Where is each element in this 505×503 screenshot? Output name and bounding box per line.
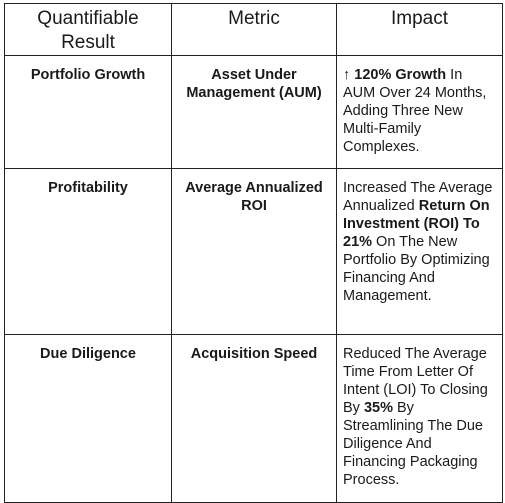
result-cell: Profitability [4, 168, 172, 335]
impact-text: On The New Portfolio By Optimizing Finan… [343, 234, 490, 304]
impact-highlight: Return On Investment (ROI) To 21% [343, 198, 490, 250]
impact-text: By Streamlining The Due Diligence And Fi… [343, 400, 483, 488]
impact-text: In AUM Over 24 Months, Adding Three New … [343, 67, 487, 155]
metric-cell: Acquisition Speed [171, 334, 337, 503]
result-cell: Portfolio Growth [4, 55, 172, 169]
impact-text: Reduced The Average Time From Letter Of … [343, 346, 488, 416]
result-cell: Due Diligence [4, 334, 172, 503]
header-quantifiable-result: Quantifiable Result [4, 3, 172, 56]
table-row: Portfolio Growth Asset Under Management … [4, 55, 503, 169]
impact-highlight: ↑ 120% Growth [343, 67, 447, 83]
impact-cell: ↑ 120% Growth In AUM Over 24 Months, Add… [336, 55, 503, 169]
header-impact: Impact [336, 3, 503, 56]
table-row: Due Diligence Acquisition Speed Reduced … [4, 334, 503, 503]
header-metric: Metric [171, 3, 337, 56]
impact-cell: Increased The Average Annualized Return … [336, 168, 503, 335]
results-table: Quantifiable Result Metric Impact Portfo… [4, 3, 503, 503]
impact-cell: Reduced The Average Time From Letter Of … [336, 334, 503, 503]
table-row: Profitability Average Annualized ROI Inc… [4, 168, 503, 335]
header-row: Quantifiable Result Metric Impact [4, 3, 503, 56]
impact-highlight: 35% [363, 400, 393, 416]
impact-text: Increased The Average Annualized [343, 180, 493, 214]
metric-cell: Average Annualized ROI [171, 168, 337, 335]
metric-cell: Asset Under Management (AUM) [171, 55, 337, 169]
